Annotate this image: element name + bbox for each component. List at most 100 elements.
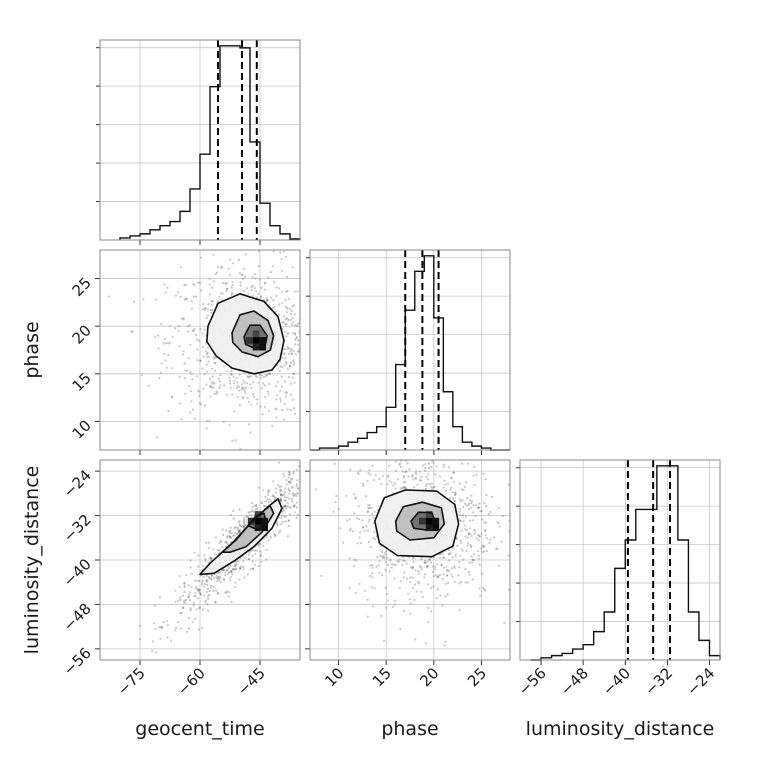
scatter-point: [300, 289, 302, 291]
scatter-point: [402, 609, 405, 613]
scatter-point: [293, 290, 296, 293]
scatter-point: [262, 505, 266, 508]
scatter-point: [203, 373, 206, 376]
scatter-point: [308, 496, 310, 498]
scatter-point: [386, 599, 389, 602]
scatter-point: [267, 491, 270, 494]
scatter-point: [473, 465, 476, 468]
scatter-point: [197, 579, 201, 583]
scatter-point: [480, 547, 483, 550]
scatter-point: [205, 363, 208, 366]
scatter-point: [445, 435, 447, 437]
scatter-point: [371, 572, 374, 575]
scatter-point: [515, 533, 517, 535]
scatter-point: [357, 471, 360, 474]
scatter-point: [405, 487, 408, 490]
scatter-point: [417, 580, 420, 584]
scatter-point: [206, 580, 209, 583]
scatter-point: [221, 266, 224, 269]
scatter-point: [201, 367, 204, 370]
scatter-point: [477, 506, 481, 509]
scatter-point: [246, 396, 249, 399]
scatter-point: [281, 365, 284, 368]
scatter-point: [242, 379, 245, 382]
scatter-point: [185, 297, 188, 300]
scatter-point: [484, 521, 488, 524]
scatter-point: [212, 280, 215, 283]
scatter-point: [302, 457, 304, 459]
scatter-point: [190, 586, 193, 589]
scatter-point: [232, 534, 235, 538]
scatter-point: [462, 506, 465, 509]
scatter-point: [224, 493, 226, 495]
scatter-point: [426, 482, 429, 485]
scatter-point: [429, 561, 433, 564]
scatter-point: [453, 580, 456, 583]
scatter-point: [406, 452, 408, 454]
scatter-point: [358, 582, 361, 585]
scatter-point: [243, 516, 246, 519]
scatter-point: [221, 546, 224, 549]
scatter-point: [290, 506, 293, 509]
scatter-point: [469, 546, 472, 549]
scatter-point: [229, 513, 233, 516]
scatter-point: [194, 295, 197, 298]
scatter-point: [467, 571, 470, 574]
scatter-point: [404, 470, 407, 474]
scatter-point: [449, 477, 453, 480]
scatter-point: [415, 590, 418, 593]
scatter-point: [294, 343, 297, 346]
scatter-point: [285, 290, 288, 294]
scatter-point: [289, 482, 292, 485]
scatter-point: [289, 477, 292, 481]
scatter-point: [209, 577, 212, 580]
scatter-point: [477, 539, 480, 542]
scatter-point: [221, 528, 224, 531]
scatter-point: [369, 564, 372, 567]
scatter-point: [241, 395, 244, 399]
scatter-point: [230, 293, 233, 296]
scatter-point: [507, 554, 510, 557]
scatter-point: [439, 573, 442, 577]
scatter-point: [198, 588, 201, 591]
scatter-point: [214, 361, 217, 365]
scatter-point: [262, 382, 265, 385]
scatter-point: [231, 439, 234, 442]
scatter-point: [314, 379, 316, 381]
x-axis-label-phase: phase: [381, 718, 438, 740]
scatter-point: [210, 578, 213, 581]
scatter-point: [254, 277, 257, 280]
scatter-point: [283, 505, 286, 509]
scatter-point: [463, 486, 466, 489]
scatter-point: [206, 469, 208, 471]
scatter-point: [442, 463, 445, 466]
scatter-point: [497, 564, 500, 568]
scatter-point: [461, 499, 464, 502]
scatter-point: [415, 472, 418, 475]
scatter-point: [166, 636, 169, 639]
scatter-point: [253, 549, 256, 552]
scatter-point: [222, 568, 225, 572]
scatter-point: [279, 488, 282, 492]
scatter-point: [394, 563, 397, 567]
scatter-point: [182, 318, 185, 321]
scatter-point: [253, 504, 256, 507]
scatter-point: [283, 490, 286, 494]
scatter-point: [296, 290, 299, 293]
scatter-point: [291, 332, 295, 335]
scatter-point: [251, 509, 254, 512]
scatter-point: [212, 548, 215, 551]
scatter-point: [438, 556, 441, 559]
scatter-point: [156, 436, 159, 439]
scatter-point: [441, 577, 445, 580]
scatter-point: [190, 300, 193, 303]
scatter-point: [297, 487, 300, 490]
scatter-point: [285, 362, 288, 365]
scatter-point: [231, 292, 234, 295]
scatter-point: [318, 307, 320, 309]
scatter-point: [292, 373, 295, 376]
scatter-point: [420, 590, 423, 593]
scatter-point: [187, 330, 190, 333]
scatter-point: [484, 534, 487, 537]
scatter-point: [205, 574, 208, 578]
